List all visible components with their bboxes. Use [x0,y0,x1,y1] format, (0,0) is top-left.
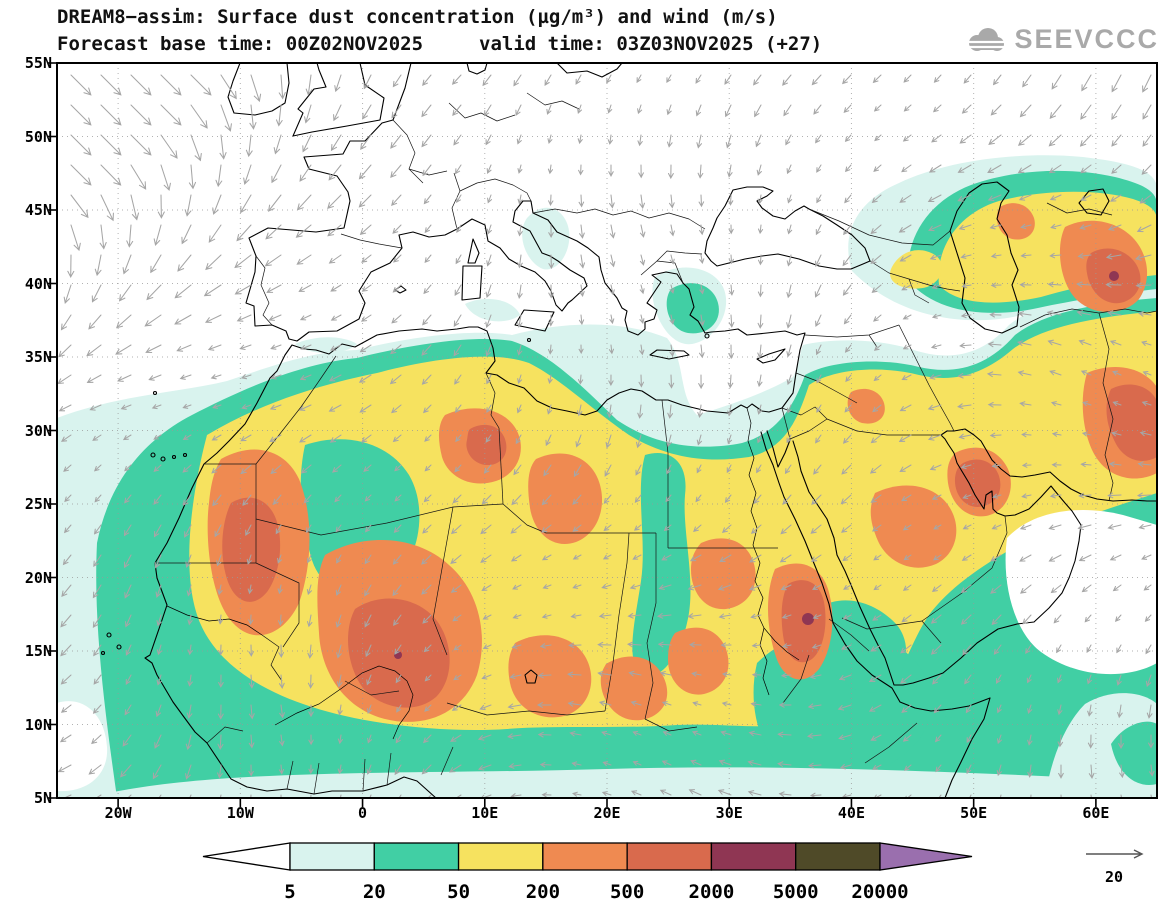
map [57,63,1157,798]
cloud-icon [964,26,1008,54]
seevccc-logo: SEEVCCC [964,24,1159,55]
map-area [57,63,1157,798]
colorbar-label: 500 [610,881,644,903]
colorbar-label: 200 [526,881,560,903]
wind-reference-value: 20 [1105,868,1123,886]
legend-area: 5 20 50 200 500 2000 5000 20000 20 [0,836,1165,906]
dust-field [57,155,1157,798]
wind-reference-arrow [1086,850,1142,858]
map-shape [467,63,487,74]
map-shape [557,63,622,77]
colorbar-label: 5000 [773,881,819,903]
forecast-base-time: Forecast base time: 00Z02NOV2025 [57,33,423,55]
map-shape [657,251,702,261]
y-axis-label: 40N [8,275,52,293]
colorbar-over-arrow [880,843,972,870]
title-block: DREAM8−assim: Surface dust concentration… [57,4,822,58]
colorbar-label: 50 [447,881,470,903]
y-axis-label: 10N [8,716,52,734]
valid-time: valid time: 03Z03NOV2025 (+27) [479,33,822,55]
colorbar-segment [796,843,880,870]
coast-britain [293,63,384,136]
map-shape [256,256,272,325]
map-shape [527,93,579,109]
colorbar-label: 20 [363,881,386,903]
colorbar: 5 20 50 200 500 2000 5000 20000 [203,843,972,903]
map-shape [465,299,520,322]
x-axis-label: 60E [1061,804,1131,822]
y-axis-label: 15N [8,642,52,660]
colorbar-under-arrow [203,843,290,870]
colorbar-label: 20000 [851,881,908,903]
colorbar-segment [290,843,374,870]
colorbar-segment [374,843,458,870]
y-axis-label: 35N [8,348,52,366]
x-axis-label: 10W [205,804,275,822]
map-shape [805,325,899,337]
x-axis-label: 50E [939,804,1009,822]
y-axis-label: 55N [8,54,52,72]
map-shape [409,169,447,175]
map-shape [691,538,756,609]
map-shape [522,208,569,270]
y-axis-label: 30N [8,422,52,440]
x-axis-label: 20E [572,804,642,822]
dust-forecast-page: DREAM8−assim: Surface dust concentration… [0,0,1165,907]
map-shape [1109,271,1119,281]
chart-title: DREAM8−assim: Surface dust concentration… [57,4,822,31]
logo-text: SEEVCCC [1014,24,1159,55]
y-axis-label: 25N [8,495,52,513]
colorbar-segment [711,843,795,870]
y-axis-label: 5N [8,789,52,807]
chart-subtitle: Forecast base time: 00Z02NOV2025 valid ti… [57,31,822,58]
y-axis-label: 50N [8,128,52,146]
x-axis-label: 20W [83,804,153,822]
y-axis-label: 20N [8,569,52,587]
wind-reference: 20 [1086,850,1142,886]
x-axis-label: 40E [816,804,886,822]
colorbar-segment [627,843,711,870]
x-axis-label: 10E [450,804,520,822]
map-shape [393,120,423,183]
colorbar-segment [459,843,543,870]
map-shape [631,211,705,229]
colorbar-segment [543,843,627,870]
map-shape [341,234,402,248]
colorbar-label: 5 [284,881,295,903]
coast-ireland [228,63,289,115]
map-shape [154,392,157,395]
colorbar-label: 2000 [689,881,735,903]
map-shape [449,103,515,121]
map-shape [468,239,479,263]
x-axis-label: 0 [328,804,398,822]
x-axis-label: 30E [694,804,764,822]
map-shape [56,63,1157,808]
map-shape [802,613,814,625]
y-axis-label: 45N [8,201,52,219]
